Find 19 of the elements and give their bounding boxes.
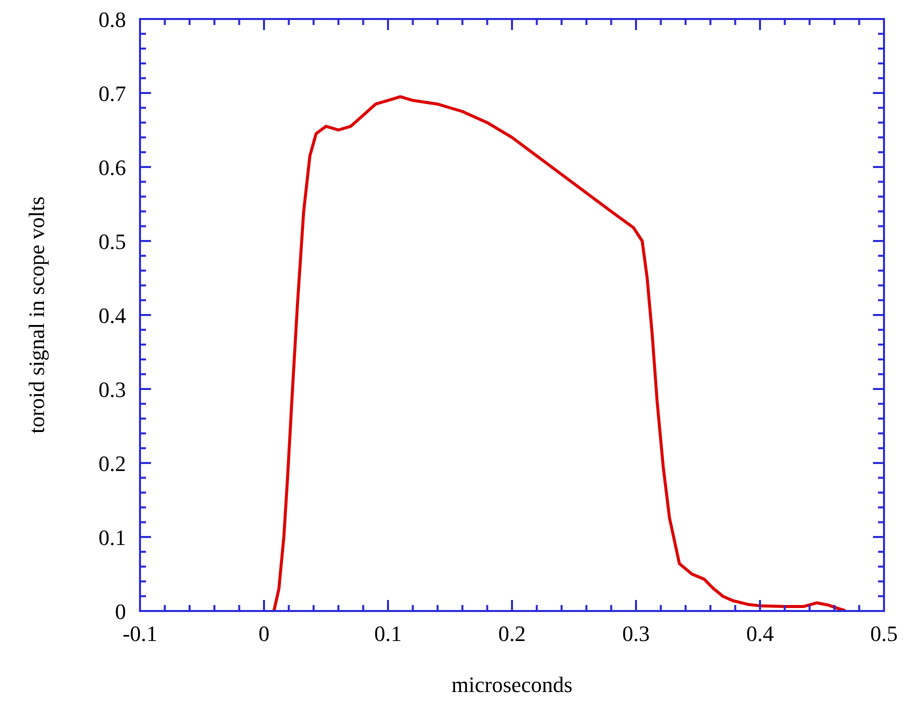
y-tick-label: 0.4 <box>98 303 126 328</box>
y-tick-label: 0.6 <box>98 155 126 180</box>
y-tick-label: 0.8 <box>98 7 126 32</box>
y-tick-label: 0.7 <box>98 81 126 106</box>
x-tick-label: 0.4 <box>746 621 774 646</box>
x-tick-label: 0.3 <box>622 621 650 646</box>
line-series <box>272 95 846 611</box>
x-axis-title: microseconds <box>452 672 572 697</box>
y-tick-label: 0 <box>115 599 126 624</box>
x-tick-label: 0 <box>258 621 270 646</box>
x-tick-label: -0.1 <box>122 621 158 646</box>
y-axis-title: toroid signal in scope volts <box>24 196 49 434</box>
y-tick-label: 0.5 <box>98 229 126 254</box>
y-tick-label: 0.2 <box>98 451 126 476</box>
x-tick-label: 0.5 <box>870 621 898 646</box>
x-tick-label: 0.2 <box>498 621 526 646</box>
y-tick-label: 0.1 <box>98 525 126 550</box>
y-tick-label: 0.3 <box>98 377 126 402</box>
x-tick-label: 0.1 <box>374 621 402 646</box>
